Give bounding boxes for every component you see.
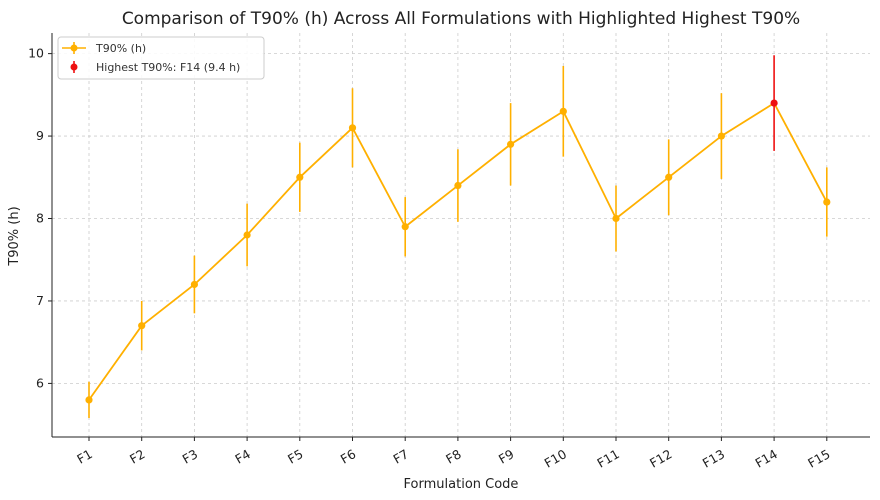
data-point <box>296 173 304 181</box>
x-tick-label: F10 <box>542 446 570 471</box>
x-tick-label: F15 <box>805 446 833 471</box>
x-tick-label: F9 <box>496 446 517 467</box>
y-axis-label: T90% (h) <box>7 206 22 266</box>
data-point <box>665 173 673 181</box>
y-tick-label: 6 <box>36 375 44 390</box>
data-point <box>717 132 726 140</box>
x-tick-label: F7 <box>390 446 411 467</box>
legend-highlight-label: Highest T90%: F14 (9.4 h) <box>96 61 240 74</box>
x-tick-label: F12 <box>647 446 675 471</box>
legend-item-highlight: Highest T90%: F14 (9.4 h) <box>70 61 240 74</box>
x-tick-label: F5 <box>285 446 306 467</box>
series-layer <box>85 55 831 419</box>
x-tick-label: F13 <box>700 446 728 471</box>
data-point <box>401 223 409 231</box>
ticks: F1 F2 F3 F4 F5 F6 F7 F8 F9 F10 F11 F12 F13 F14 F15 6 7 8 9… <box>28 46 833 471</box>
x-tick-label: F4 <box>232 446 253 467</box>
axes <box>51 33 870 438</box>
data-point <box>348 124 357 132</box>
x-axis-label: Formulation Code <box>404 477 519 492</box>
x-tick-label: F2 <box>127 446 148 467</box>
x-tick-label: F14 <box>752 446 780 471</box>
chart-title: Comparison of T90% (h) Across All Formul… <box>122 9 800 29</box>
legend-item-series: T90% (h) <box>62 42 146 55</box>
y-tick-label: 7 <box>36 293 44 308</box>
x-tick-label: F8 <box>443 446 464 467</box>
x-tick-label: F3 <box>180 446 201 467</box>
legend-box <box>57 36 265 80</box>
x-tick-label: F11 <box>594 446 622 471</box>
grid-lines <box>52 33 870 437</box>
data-point <box>190 280 198 289</box>
x-tick-label: F6 <box>338 446 359 467</box>
x-tick-label: F1 <box>74 446 95 467</box>
data-point <box>823 198 831 206</box>
data-point <box>612 214 620 223</box>
y-tick-label: 10 <box>28 46 44 61</box>
data-point <box>454 181 462 190</box>
data-point <box>559 107 567 115</box>
y-tick-label: 9 <box>36 128 44 143</box>
legend-series-marker <box>70 44 78 52</box>
legend-highlight-marker <box>70 63 78 71</box>
legend: T90% (h) Highest T90%: F14 (9.4 h) <box>57 36 265 80</box>
y-tick-label: 8 <box>36 211 44 226</box>
data-point <box>243 231 251 239</box>
highlight-point <box>770 99 778 107</box>
legend-series-label: T90% (h) <box>95 42 146 55</box>
data-point <box>507 140 515 148</box>
data-point <box>85 396 93 404</box>
data-point <box>138 322 146 330</box>
